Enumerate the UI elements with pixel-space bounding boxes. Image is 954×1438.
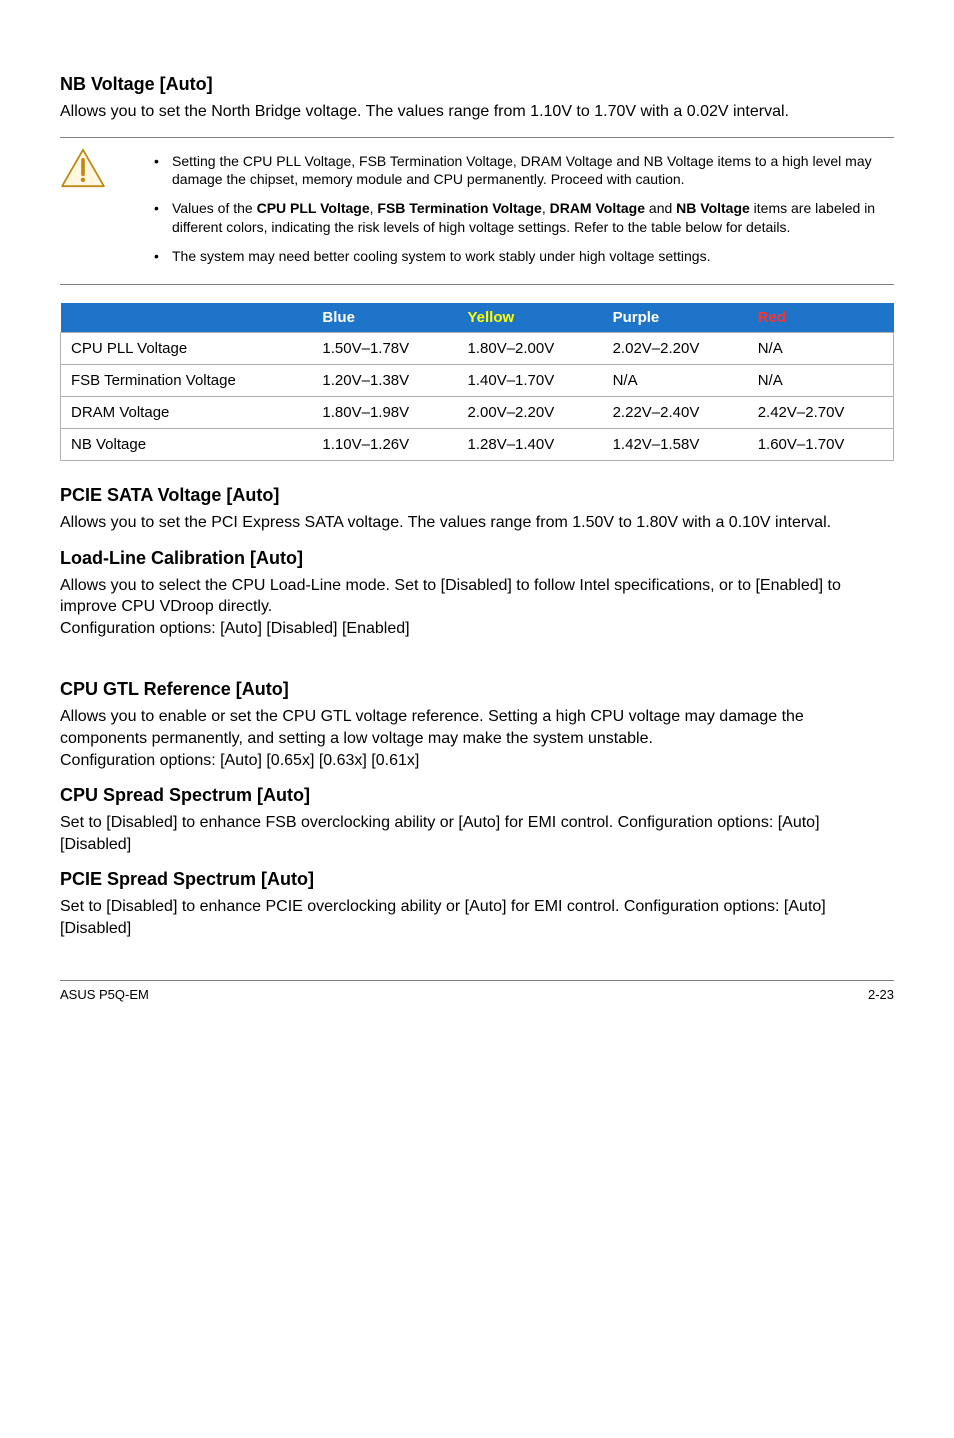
col-header-red: Red <box>748 303 894 333</box>
notice-item-1-text: Setting the CPU PLL Voltage, FSB Termina… <box>172 153 872 188</box>
voltage-table: Blue Yellow Purple Red CPU PLL Voltage 1… <box>60 303 894 461</box>
cell: 1.80V–1.98V <box>312 397 457 429</box>
paragraph-cpu-gtl: Allows you to enable or set the CPU GTL … <box>60 706 894 771</box>
notice-list: Setting the CPU PLL Voltage, FSB Termina… <box>150 152 894 266</box>
cell: N/A <box>603 365 748 397</box>
cell: N/A <box>748 333 894 365</box>
cell: NB Voltage <box>61 429 313 461</box>
heading-nb-voltage: NB Voltage [Auto] <box>60 74 894 95</box>
page: NB Voltage [Auto] Allows you to set the … <box>0 0 954 1022</box>
notice-item-2-m3: and <box>645 200 676 216</box>
notice-item-3-text: The system may need better cooling syste… <box>172 248 711 264</box>
paragraph-nb-voltage: Allows you to set the North Bridge volta… <box>60 101 894 123</box>
heading-pcie-spread: PCIE Spread Spectrum [Auto] <box>60 869 894 890</box>
col-header-purple: Purple <box>603 303 748 333</box>
col-header-blue: Blue <box>312 303 457 333</box>
notice-item-2-b3: DRAM Voltage <box>550 200 645 216</box>
paragraph-pcie-spread: Set to [Disabled] to enhance PCIE overcl… <box>60 896 894 939</box>
cell: 2.42V–2.70V <box>748 397 894 429</box>
table-row: FSB Termination Voltage 1.20V–1.38V 1.40… <box>61 365 894 397</box>
cell: 1.60V–1.70V <box>748 429 894 461</box>
warning-icon-container <box>60 138 150 188</box>
notice-item-2-b2: FSB Termination Voltage <box>377 200 541 216</box>
paragraph-pcie-sata: Allows you to set the PCI Express SATA v… <box>60 512 894 534</box>
cell: 1.28V–1.40V <box>458 429 603 461</box>
notice-item-2-b4: NB Voltage <box>676 200 750 216</box>
page-footer: ASUS P5Q-EM 2-23 <box>60 980 894 1002</box>
cell: 2.02V–2.20V <box>603 333 748 365</box>
notice-row: Setting the CPU PLL Voltage, FSB Termina… <box>60 137 894 285</box>
notice-item-1: Setting the CPU PLL Voltage, FSB Termina… <box>150 152 894 190</box>
cell: 1.42V–1.58V <box>603 429 748 461</box>
cell: FSB Termination Voltage <box>61 365 313 397</box>
table-row: DRAM Voltage 1.80V–1.98V 2.00V–2.20V 2.2… <box>61 397 894 429</box>
voltage-table-header-row: Blue Yellow Purple Red <box>61 303 894 333</box>
cell: 1.10V–1.26V <box>312 429 457 461</box>
col-header-yellow: Yellow <box>458 303 603 333</box>
table-row: NB Voltage 1.10V–1.26V 1.28V–1.40V 1.42V… <box>61 429 894 461</box>
notice-item-2-b1: CPU PLL Voltage <box>257 200 370 216</box>
cell: 1.80V–2.00V <box>458 333 603 365</box>
heading-pcie-sata: PCIE SATA Voltage [Auto] <box>60 485 894 506</box>
footer-left: ASUS P5Q-EM <box>60 987 149 1002</box>
cell: N/A <box>748 365 894 397</box>
heading-cpu-gtl: CPU GTL Reference [Auto] <box>60 679 894 700</box>
notice-item-2: Values of the CPU PLL Voltage, FSB Termi… <box>150 199 894 237</box>
notice-item-2-m2: , <box>542 200 550 216</box>
heading-cpu-spread: CPU Spread Spectrum [Auto] <box>60 785 894 806</box>
paragraph-loadline: Allows you to select the CPU Load-Line m… <box>60 575 894 640</box>
notice-item-2-pre: Values of the <box>172 200 257 216</box>
heading-loadline: Load-Line Calibration [Auto] <box>60 548 894 569</box>
cell: 1.40V–1.70V <box>458 365 603 397</box>
cell: 1.50V–1.78V <box>312 333 457 365</box>
warning-icon <box>60 148 106 188</box>
col-header-empty <box>61 303 313 333</box>
table-row: CPU PLL Voltage 1.50V–1.78V 1.80V–2.00V … <box>61 333 894 365</box>
cell: DRAM Voltage <box>61 397 313 429</box>
cell: 2.00V–2.20V <box>458 397 603 429</box>
paragraph-cpu-spread: Set to [Disabled] to enhance FSB overclo… <box>60 812 894 855</box>
voltage-table-body: CPU PLL Voltage 1.50V–1.78V 1.80V–2.00V … <box>61 333 894 461</box>
cell: 1.20V–1.38V <box>312 365 457 397</box>
notice-block: Setting the CPU PLL Voltage, FSB Termina… <box>60 137 894 285</box>
footer-right: 2-23 <box>868 987 894 1002</box>
voltage-table-head: Blue Yellow Purple Red <box>61 303 894 333</box>
cell: 2.22V–2.40V <box>603 397 748 429</box>
notice-items: Setting the CPU PLL Voltage, FSB Termina… <box>150 138 894 284</box>
notice-item-3: The system may need better cooling syste… <box>150 247 894 266</box>
cell: CPU PLL Voltage <box>61 333 313 365</box>
